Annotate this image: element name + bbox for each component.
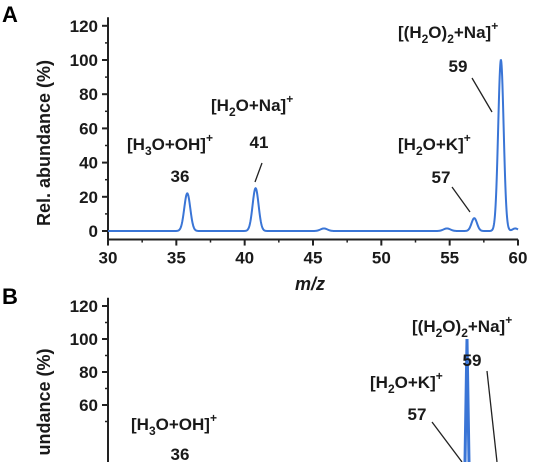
- panel-a-letter: A: [2, 2, 18, 27]
- panel-b-y-tick-label: 80: [79, 363, 98, 382]
- panel-b-y-tick-label: 100: [70, 330, 98, 349]
- panel-a-leader-line: [254, 162, 263, 183]
- panel-a-peak-label: [H2O+Na]+: [211, 92, 293, 119]
- panel-b-y-tick-label: 60: [79, 396, 98, 415]
- panel-a-peak-label: [H3O+OH]+: [127, 131, 213, 158]
- panel-a-x-tick-label: 55: [440, 249, 459, 268]
- panel-b: B 60 80 100 120 undance (%) [H3O+OH]+ 36 [H2O…: [2, 284, 512, 462]
- panel-b-leader-line: [431, 421, 463, 462]
- panel-b-peak-label: [(H2O)2+Na]+: [412, 313, 512, 340]
- panel-a-peak-number: 57: [432, 168, 451, 187]
- panel-a-x-tick-label: 60: [509, 249, 528, 268]
- panel-a-leader-line: [471, 77, 493, 113]
- panel-a-leader-line: [451, 186, 471, 213]
- panel-a-y-tick-label: 80: [79, 85, 98, 104]
- panel-a-y-tick-label: 60: [79, 119, 98, 138]
- panel-a-x-tick-label: 50: [372, 249, 391, 268]
- panel-a-x-tick-label: 45: [304, 249, 323, 268]
- panel-b-peak-number: 57: [408, 405, 427, 424]
- panel-a-peak-label: [H2O+K]+: [398, 131, 471, 158]
- panel-a-y-tick-label: 120: [70, 17, 98, 36]
- panel-a-peak-number: 59: [449, 57, 468, 76]
- panel-a-annotations: [H3O+OH]+ 36 [H2O+Na]+ 41 [H2O+K]+ 57 [(H2O)2+…: [127, 19, 498, 213]
- panel-b-spectrum-line: [463, 338, 471, 462]
- panel-a-peak-label: [(H2O)2+Na]+: [398, 19, 498, 46]
- panel-b-letter: B: [2, 284, 18, 309]
- panel-a: A 0 20 40 60 80 100 120 30 35 40 45 50 55 60 Rel. ab…: [2, 2, 527, 294]
- panel-b-annotations: [H3O+OH]+ 36 [H2O+K]+ 57 [(H2O)2+Na]+ 59: [131, 313, 512, 462]
- panel-b-peak-label: [H3O+OH]+: [131, 411, 217, 438]
- panel-a-y-ticks: 0 20 40 60 80 100 120: [70, 17, 108, 241]
- panel-a-y-tick-label: 0: [89, 222, 98, 241]
- panel-a-spectrum-line: [108, 59, 519, 232]
- panel-b-y-tick-label: 120: [70, 297, 98, 316]
- panel-a-y-axis-label: Rel. abundance (%): [34, 60, 54, 226]
- panel-a-y-tick-label: 20: [79, 188, 98, 207]
- panel-b-peak-number: 36: [171, 445, 190, 462]
- panel-a-y-tick-label: 40: [79, 154, 98, 173]
- panel-a-x-tick-label: 35: [167, 249, 186, 268]
- panel-b-peak-number: 59: [463, 351, 482, 370]
- panel-a-peak-number: 36: [171, 167, 190, 186]
- panel-a-x-tick-label: 30: [99, 249, 118, 268]
- panel-b-peak-label: [H2O+K]+: [370, 369, 443, 396]
- panel-a-axes: [107, 17, 518, 241]
- panel-b-leader-line: [486, 370, 498, 462]
- panel-a-y-tick-label: 100: [70, 51, 98, 70]
- panel-a-x-tick-label: 40: [235, 249, 254, 268]
- panel-a-peak-number: 41: [250, 133, 269, 152]
- panel-a-x-axis-label: m/z: [295, 274, 325, 294]
- panel-b-y-ticks: 60 80 100 120: [70, 297, 108, 423]
- panel-b-y-axis-label: undance (%): [34, 348, 54, 455]
- panel-a-x-ticks: 30 35 40 45 50 55 60: [99, 239, 528, 268]
